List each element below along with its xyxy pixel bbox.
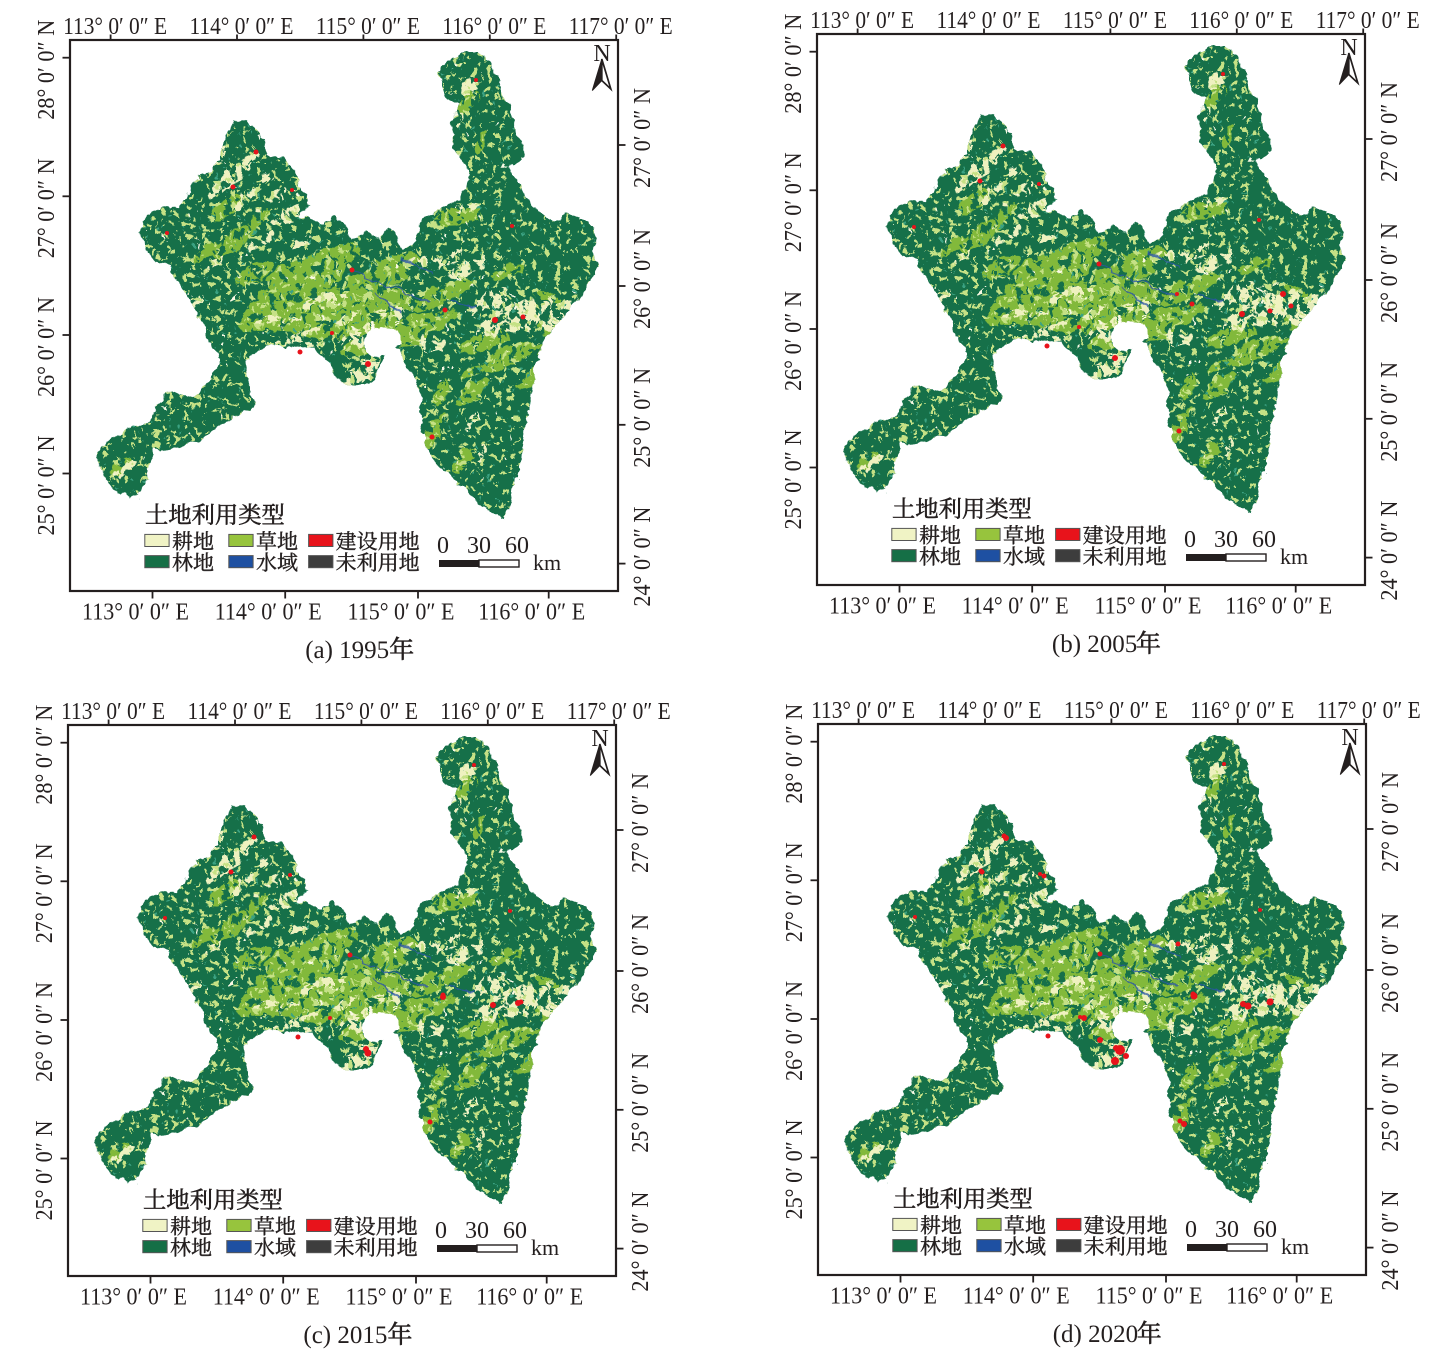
svg-text:0: 0	[1184, 527, 1196, 553]
svg-text:30: 30	[1214, 527, 1238, 553]
svg-text:60: 60	[505, 533, 529, 559]
svg-text:30: 30	[465, 1218, 489, 1244]
svg-text:116° 0′ 0″ E: 116° 0′ 0″ E	[1190, 697, 1294, 724]
svg-text:25° 0′ 0″ N: 25° 0′ 0″ N	[1377, 1051, 1404, 1151]
svg-text:60: 60	[503, 1218, 527, 1244]
svg-text:115° 0′ 0″ E: 115° 0′ 0″ E	[316, 13, 420, 40]
svg-text:N: N	[1340, 35, 1357, 61]
svg-text:28° 0′ 0″ N: 28° 0′ 0″ N	[780, 13, 807, 113]
svg-text:114° 0′ 0″ E: 114° 0′ 0″ E	[215, 599, 322, 626]
svg-text:(c) 2015: (c) 2015	[303, 1322, 387, 1349]
svg-text:24° 0′ 0″ N: 24° 0′ 0″ N	[629, 506, 656, 606]
svg-text:26° 0′ 0″ N: 26° 0′ 0″ N	[627, 914, 654, 1014]
svg-text:km: km	[531, 1235, 559, 1260]
svg-text:(b) 2005: (b) 2005	[1051, 631, 1136, 658]
svg-text:116° 0′ 0″ E: 116° 0′ 0″ E	[1226, 1282, 1333, 1309]
svg-text:km: km	[1281, 1234, 1309, 1259]
svg-text:27° 0′ 0″ N: 27° 0′ 0″ N	[780, 152, 807, 252]
svg-text:116° 0′ 0″ E: 116° 0′ 0″ E	[478, 599, 585, 626]
svg-text:0: 0	[437, 533, 449, 559]
svg-text:26° 0′ 0″ N: 26° 0′ 0″ N	[781, 980, 808, 1080]
svg-text:25° 0′ 0″ N: 25° 0′ 0″ N	[781, 1119, 808, 1219]
svg-text:26° 0′ 0″ N: 26° 0′ 0″ N	[629, 229, 656, 329]
svg-text:N: N	[591, 726, 608, 752]
svg-text:30: 30	[467, 533, 491, 559]
svg-text:25° 0′ 0″ N: 25° 0′ 0″ N	[33, 435, 60, 535]
svg-text:113° 0′ 0″ E: 113° 0′ 0″ E	[82, 599, 189, 626]
svg-text:27° 0′ 0″ N: 27° 0′ 0″ N	[31, 843, 58, 943]
svg-text:27° 0′ 0″ N: 27° 0′ 0″ N	[627, 773, 654, 873]
svg-text:26° 0′ 0″ N: 26° 0′ 0″ N	[1377, 912, 1404, 1012]
svg-text:116° 0′ 0″ E: 116° 0′ 0″ E	[442, 13, 546, 40]
svg-text:113° 0′ 0″ E: 113° 0′ 0″ E	[63, 13, 167, 40]
svg-text:115° 0′ 0″ E: 115° 0′ 0″ E	[1096, 1282, 1203, 1309]
svg-text:25° 0′ 0″ N: 25° 0′ 0″ N	[1376, 361, 1403, 461]
svg-text:27° 0′ 0″ N: 27° 0′ 0″ N	[1377, 771, 1404, 871]
svg-text:117° 0′ 0″ E: 117° 0′ 0″ E	[1315, 7, 1419, 34]
svg-text:113° 0′ 0″ E: 113° 0′ 0″ E	[829, 592, 936, 619]
svg-text:25° 0′ 0″ N: 25° 0′ 0″ N	[31, 1120, 58, 1220]
svg-text:60: 60	[1253, 1217, 1277, 1243]
svg-text:0: 0	[435, 1218, 447, 1244]
svg-text:114° 0′ 0″ E: 114° 0′ 0″ E	[938, 697, 1042, 724]
svg-text:26° 0′ 0″ N: 26° 0′ 0″ N	[1376, 222, 1403, 322]
svg-text:25° 0′ 0″ N: 25° 0′ 0″ N	[629, 368, 656, 468]
svg-text:113° 0′ 0″ E: 113° 0′ 0″ E	[811, 697, 915, 724]
svg-text:114° 0′ 0″ E: 114° 0′ 0″ E	[961, 592, 1068, 619]
svg-text:113° 0′ 0″ E: 113° 0′ 0″ E	[830, 1282, 937, 1309]
svg-text:114° 0′ 0″ E: 114° 0′ 0″ E	[936, 7, 1040, 34]
svg-text:116° 0′ 0″ E: 116° 0′ 0″ E	[1225, 592, 1332, 619]
svg-text:115° 0′ 0″ E: 115° 0′ 0″ E	[1094, 592, 1201, 619]
svg-text:60: 60	[1252, 527, 1276, 553]
svg-text:km: km	[533, 550, 561, 575]
svg-text:27° 0′ 0″ N: 27° 0′ 0″ N	[33, 158, 60, 258]
svg-text:115° 0′ 0″ E: 115° 0′ 0″ E	[348, 599, 455, 626]
svg-text:26° 0′ 0″ N: 26° 0′ 0″ N	[33, 297, 60, 397]
svg-text:26° 0′ 0″ N: 26° 0′ 0″ N	[31, 982, 58, 1082]
svg-text:27° 0′ 0″ N: 27° 0′ 0″ N	[781, 842, 808, 942]
svg-text:117° 0′ 0″ E: 117° 0′ 0″ E	[569, 13, 673, 40]
svg-text:(a) 1995: (a) 1995	[305, 637, 389, 664]
svg-text:28° 0′ 0″ N: 28° 0′ 0″ N	[33, 19, 60, 119]
svg-text:114° 0′ 0″ E: 114° 0′ 0″ E	[190, 13, 294, 40]
svg-text:N: N	[1341, 725, 1358, 751]
svg-text:25° 0′ 0″ N: 25° 0′ 0″ N	[780, 429, 807, 529]
svg-text:116° 0′ 0″ E: 116° 0′ 0″ E	[440, 698, 544, 725]
svg-text:117° 0′ 0″ E: 117° 0′ 0″ E	[1317, 697, 1421, 724]
svg-text:115° 0′ 0″ E: 115° 0′ 0″ E	[346, 1284, 453, 1311]
svg-text:115° 0′ 0″ E: 115° 0′ 0″ E	[1062, 7, 1166, 34]
svg-text:30: 30	[1215, 1217, 1239, 1243]
svg-text:115° 0′ 0″ E: 115° 0′ 0″ E	[314, 698, 418, 725]
svg-text:24° 0′ 0″ N: 24° 0′ 0″ N	[627, 1191, 654, 1291]
svg-text:N: N	[593, 41, 610, 67]
svg-text:27° 0′ 0″ N: 27° 0′ 0″ N	[629, 88, 656, 188]
svg-text:114° 0′ 0″ E: 114° 0′ 0″ E	[188, 698, 292, 725]
svg-text:26° 0′ 0″ N: 26° 0′ 0″ N	[780, 290, 807, 390]
svg-text:24° 0′ 0″ N: 24° 0′ 0″ N	[1376, 500, 1403, 600]
svg-text:114° 0′ 0″ E: 114° 0′ 0″ E	[963, 1282, 1070, 1309]
svg-text:116° 0′ 0″ E: 116° 0′ 0″ E	[1189, 7, 1293, 34]
svg-text:0: 0	[1185, 1217, 1197, 1243]
svg-text:117° 0′ 0″ E: 117° 0′ 0″ E	[567, 698, 671, 725]
svg-text:115° 0′ 0″ E: 115° 0′ 0″ E	[1064, 697, 1168, 724]
svg-text:(d) 2020: (d) 2020	[1053, 1321, 1138, 1348]
svg-text:27° 0′ 0″ N: 27° 0′ 0″ N	[1376, 81, 1403, 181]
svg-text:24° 0′ 0″ N: 24° 0′ 0″ N	[1377, 1190, 1404, 1290]
svg-text:28° 0′ 0″ N: 28° 0′ 0″ N	[781, 703, 808, 803]
svg-text:113° 0′ 0″ E: 113° 0′ 0″ E	[61, 698, 165, 725]
svg-text:113° 0′ 0″ E: 113° 0′ 0″ E	[810, 7, 914, 34]
svg-text:113° 0′ 0″ E: 113° 0′ 0″ E	[80, 1284, 187, 1311]
svg-text:114° 0′ 0″ E: 114° 0′ 0″ E	[213, 1284, 320, 1311]
svg-text:28° 0′ 0″ N: 28° 0′ 0″ N	[31, 704, 58, 804]
svg-text:km: km	[1280, 544, 1308, 569]
svg-text:116° 0′ 0″ E: 116° 0′ 0″ E	[476, 1284, 583, 1311]
svg-text:25° 0′ 0″ N: 25° 0′ 0″ N	[627, 1053, 654, 1153]
